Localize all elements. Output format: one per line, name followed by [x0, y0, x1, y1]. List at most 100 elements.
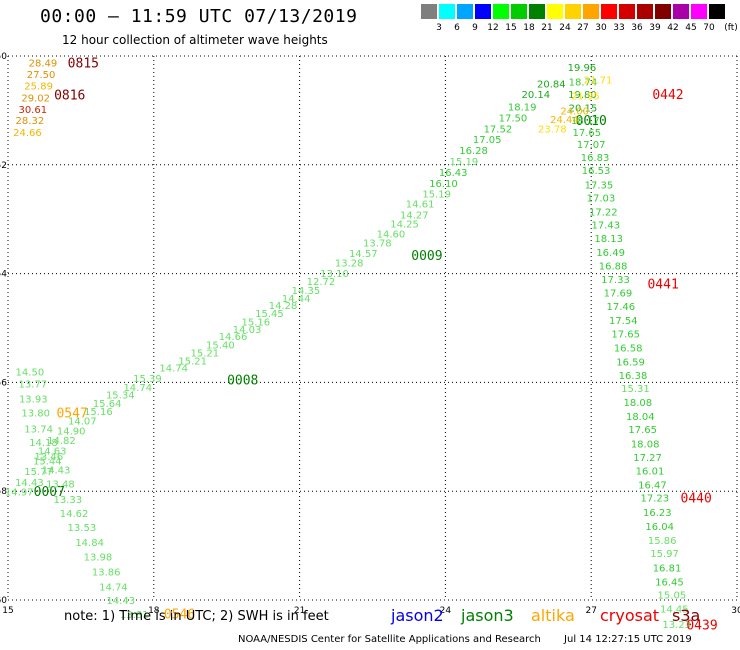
- y-tick-label: -54: [0, 270, 7, 280]
- swh-value-label: 13.93: [19, 395, 48, 406]
- swh-value-label: 25.89: [24, 81, 53, 92]
- time-label: 0009: [411, 249, 442, 264]
- swh-value-label: 17.50: [499, 113, 528, 124]
- time-label: 0439: [686, 618, 717, 633]
- swh-value-label: 14.74: [99, 582, 128, 593]
- swh-value-label: 15.16: [242, 317, 271, 328]
- swh-value-label: 18.08: [624, 398, 653, 409]
- colorbar-swatch: [493, 4, 509, 19]
- y-tick-label: -52: [0, 161, 7, 171]
- swh-value-label: 15.19: [422, 190, 451, 201]
- swh-value-label: 21.95: [571, 92, 600, 103]
- time-label: 0546: [164, 608, 195, 623]
- swh-value-label: 17.46: [607, 302, 636, 313]
- y-tick-label: -50: [0, 52, 7, 62]
- swh-value-label: 15.40: [206, 340, 235, 351]
- swh-value-label: 19.80: [568, 90, 597, 101]
- time-label: 0815: [68, 57, 99, 72]
- swh-value-label: 15.21: [178, 357, 207, 368]
- swh-value-label: 13.86: [92, 568, 121, 579]
- swh-value-label: 14.74: [159, 364, 188, 375]
- colorbar-tick-label: 27: [577, 23, 589, 33]
- swh-value-label: 13.80: [21, 408, 50, 419]
- swh-value-label: 15.45: [255, 309, 284, 320]
- legend-row: note: 1) Time is in UTC; 2) SWH is in fe…: [0, 606, 740, 630]
- swh-value-label: 13.33: [53, 495, 82, 506]
- colorbar-swatch: [583, 4, 599, 19]
- time-label: 0442: [652, 88, 683, 103]
- colorbar-tick-label: 36: [631, 23, 643, 33]
- swh-value-label: 17.27: [633, 453, 662, 464]
- legend-jason3: jason3: [461, 606, 514, 625]
- swh-value-label: 14.90: [57, 426, 86, 437]
- swh-value-label: 14.25: [390, 220, 419, 231]
- swh-value-label: 24.66: [13, 128, 42, 139]
- colorbar-tick-label: 42: [667, 23, 679, 33]
- swh-value-label: 17.03: [587, 193, 616, 204]
- swh-value-label: 15.86: [648, 536, 677, 547]
- legend-note: note: 1) Time is in UTC; 2) SWH is in fe…: [64, 609, 329, 624]
- swh-value-label: 18.74: [569, 78, 598, 89]
- swh-value-label: 16.10: [429, 179, 458, 190]
- swh-value-label: 17.22: [589, 208, 618, 219]
- swh-value-label: 17.52: [484, 124, 513, 135]
- swh-value-label: 14.45: [660, 605, 689, 616]
- swh-value-label: 13.46: [35, 452, 64, 463]
- swh-value-label: 16.45: [655, 578, 684, 589]
- time-label: 0441: [647, 277, 678, 292]
- swh-value-label: 15.64: [93, 399, 122, 410]
- legend-s3a: s3a: [672, 606, 701, 625]
- swh-value-label: 18.13: [594, 234, 623, 245]
- swh-value-label: 14.18: [29, 438, 58, 449]
- swh-value-label: 16.47: [638, 481, 667, 492]
- swh-value-label: 14.82: [47, 436, 76, 447]
- swh-value-label: 15.19: [450, 157, 479, 168]
- swh-value-label: 15.44: [33, 457, 62, 468]
- swh-value-label: 14.66: [219, 332, 248, 343]
- colorbar-swatch: [601, 4, 617, 19]
- colorbar-tick-label: 33: [613, 23, 625, 33]
- swh-value-label: 14.97: [5, 488, 34, 499]
- colorbar-tick-label: 6: [454, 23, 460, 33]
- colorbar-swatch: [565, 4, 581, 19]
- colorbar-tick-label: 18: [523, 23, 535, 33]
- swh-value-label: 18.17: [571, 116, 600, 127]
- swh-value-label: 15.16: [84, 407, 113, 418]
- colorbar-tick-label: 21: [541, 23, 553, 33]
- swh-value-label: 28.32: [16, 116, 45, 127]
- swh-value-label: 17.05: [473, 135, 502, 146]
- swh-value-label: 14.43: [15, 478, 44, 489]
- swh-value-label: 19.96: [568, 63, 597, 74]
- colorbar-tick-label: 9: [472, 23, 478, 33]
- swh-value-label: 15.97: [650, 549, 679, 560]
- swh-value-label: 17.35: [585, 180, 614, 191]
- chart-title: 00:00 – 11:59 UTC 07/13/2019: [40, 6, 358, 27]
- swh-value-label: 16.43: [439, 168, 468, 179]
- x-tick-label: 18: [148, 606, 160, 616]
- colorbar-tick-label: 30: [595, 23, 607, 33]
- swh-value-label: 17.43: [591, 221, 620, 232]
- swh-value-label: 14.43: [106, 596, 135, 607]
- legend-cryosat: cryosat: [600, 606, 660, 625]
- swh-value-label: 13.81: [120, 610, 149, 621]
- swh-value-label: 18.19: [508, 103, 537, 114]
- time-label: 0007: [34, 485, 65, 500]
- x-tick-label: 24: [440, 606, 452, 616]
- swh-value-label: 17.65: [573, 128, 602, 139]
- swh-value-label: 20.14: [521, 90, 550, 101]
- x-tick-label: 21: [294, 606, 305, 616]
- colorbar-swatch: [529, 4, 545, 19]
- swh-value-label: 13.10: [320, 269, 349, 280]
- swh-value-label: 27.50: [27, 70, 56, 81]
- y-tick-label: -56: [0, 378, 7, 388]
- swh-value-label: 17.07: [577, 140, 606, 151]
- swh-value-label: 16.83: [581, 153, 610, 164]
- swh-value-label: 14.43: [42, 465, 71, 476]
- swh-value-label: 16.49: [596, 248, 625, 259]
- swh-value-label: 13.78: [363, 239, 392, 250]
- swh-value-label: 15.21: [191, 348, 220, 359]
- colorbar-unit-label: (ft): [724, 23, 738, 33]
- swh-value-label: 13.53: [68, 523, 97, 534]
- colorbar-tick-label: 15: [505, 23, 517, 33]
- footer-credit: NOAA/NESDIS Center for Satellite Applica…: [238, 634, 541, 645]
